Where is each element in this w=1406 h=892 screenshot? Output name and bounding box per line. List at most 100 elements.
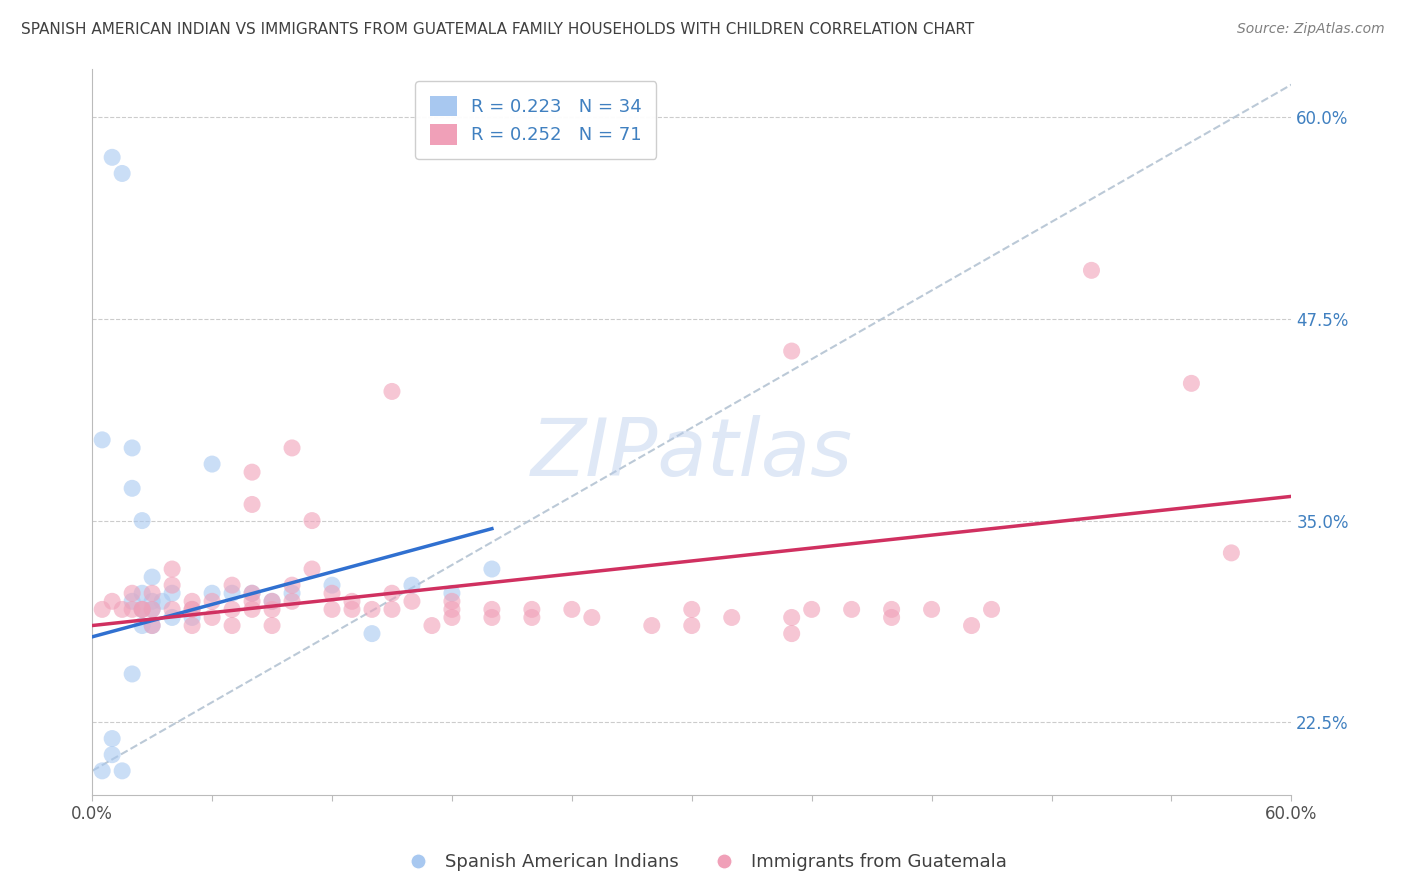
Point [141, 586, 163, 600]
Point [181, 594, 204, 608]
Point [1180, 376, 1202, 391]
Point [131, 618, 153, 632]
Point [160, 578, 183, 592]
Point [520, 602, 543, 616]
Point [160, 562, 183, 576]
Legend: R = 0.223   N = 34, R = 0.252   N = 71: R = 0.223 N = 34, R = 0.252 N = 71 [415, 81, 657, 159]
Point [281, 586, 304, 600]
Point [201, 586, 224, 600]
Point [780, 344, 803, 359]
Point [221, 602, 243, 616]
Point [381, 384, 404, 399]
Point [131, 602, 153, 616]
Point [420, 618, 443, 632]
Point [980, 602, 1002, 616]
Point [131, 602, 153, 616]
Point [221, 586, 243, 600]
Point [240, 498, 263, 512]
Point [201, 594, 224, 608]
Point [481, 562, 503, 576]
Point [340, 594, 363, 608]
Point [321, 578, 343, 592]
Point [141, 602, 163, 616]
Point [401, 578, 423, 592]
Point [121, 594, 143, 608]
Point [260, 594, 283, 608]
Point [381, 602, 404, 616]
Point [401, 594, 423, 608]
Point [101, 747, 124, 762]
Point [681, 602, 703, 616]
Point [240, 602, 263, 616]
Point [681, 618, 703, 632]
Point [111, 166, 134, 180]
Point [381, 586, 404, 600]
Point [800, 602, 823, 616]
Point [131, 514, 153, 528]
Point [141, 570, 163, 584]
Point [581, 610, 603, 624]
Point [960, 618, 983, 632]
Point [121, 441, 143, 455]
Point [440, 594, 463, 608]
Point [111, 602, 134, 616]
Point [101, 150, 124, 164]
Point [141, 618, 163, 632]
Point [121, 481, 143, 495]
Point [150, 594, 173, 608]
Point [340, 602, 363, 616]
Text: Source: ZipAtlas.com: Source: ZipAtlas.com [1237, 22, 1385, 37]
Legend: Spanish American Indians, Immigrants from Guatemala: Spanish American Indians, Immigrants fro… [392, 847, 1014, 879]
Point [921, 602, 943, 616]
Point [141, 602, 163, 616]
Point [131, 602, 153, 616]
Point [221, 618, 243, 632]
Point [160, 586, 183, 600]
Point [440, 610, 463, 624]
Point [181, 602, 204, 616]
Point [281, 578, 304, 592]
Point [121, 586, 143, 600]
Point [240, 586, 263, 600]
Point [1220, 546, 1243, 560]
Point [91, 433, 114, 447]
Point [160, 610, 183, 624]
Point [641, 618, 664, 632]
Point [260, 594, 283, 608]
Point [880, 602, 903, 616]
Point [481, 610, 503, 624]
Point [181, 602, 204, 616]
Point [131, 586, 153, 600]
Point [720, 610, 742, 624]
Point [260, 618, 283, 632]
Point [520, 610, 543, 624]
Point [841, 602, 863, 616]
Point [301, 562, 323, 576]
Point [91, 602, 114, 616]
Point [561, 602, 583, 616]
Point [780, 610, 803, 624]
Point [240, 586, 263, 600]
Point [141, 618, 163, 632]
Point [440, 602, 463, 616]
Point [201, 610, 224, 624]
Point [880, 610, 903, 624]
Point [221, 578, 243, 592]
Point [121, 602, 143, 616]
Point [361, 626, 384, 640]
Point [160, 602, 183, 616]
Point [321, 586, 343, 600]
Point [141, 594, 163, 608]
Point [91, 764, 114, 778]
Point [101, 594, 124, 608]
Point [121, 667, 143, 681]
Point [1080, 263, 1102, 277]
Point [240, 465, 263, 479]
Point [181, 618, 204, 632]
Point [201, 457, 224, 471]
Point [181, 610, 204, 624]
Point [240, 594, 263, 608]
Point [281, 441, 304, 455]
Text: SPANISH AMERICAN INDIAN VS IMMIGRANTS FROM GUATEMALA FAMILY HOUSEHOLDS WITH CHIL: SPANISH AMERICAN INDIAN VS IMMIGRANTS FR… [21, 22, 974, 37]
Point [361, 602, 384, 616]
